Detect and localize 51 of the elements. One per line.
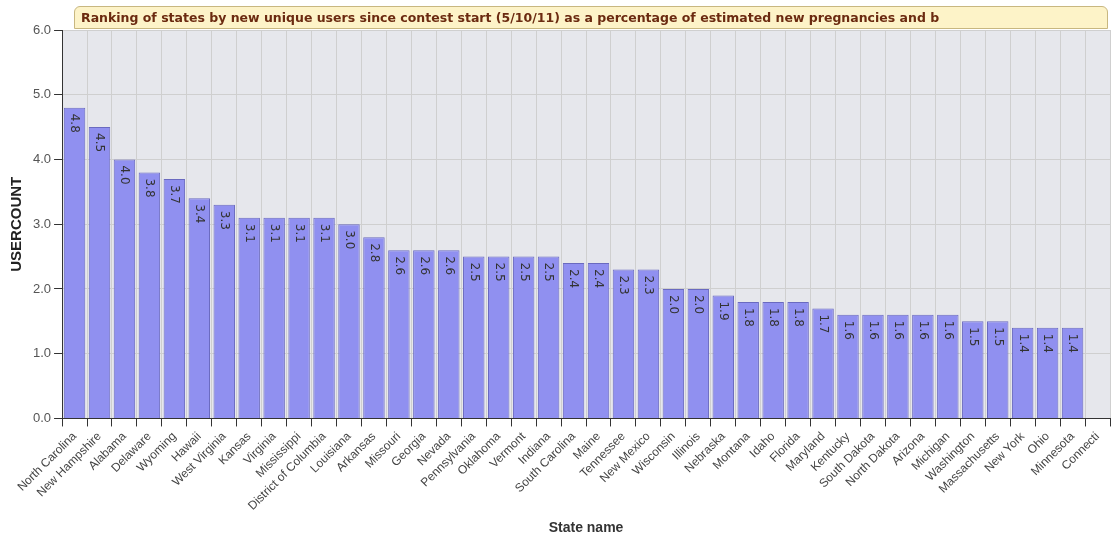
data-label: 1.8	[767, 307, 782, 328]
data-label: 3.1	[317, 223, 332, 243]
data-label: 1.4	[1016, 333, 1031, 353]
y-tick-label: 2.0	[32, 280, 52, 296]
data-label: 3.1	[268, 223, 283, 243]
data-label: 2.4	[592, 269, 607, 289]
data-label: 1.8	[791, 307, 806, 328]
data-label: 2.0	[692, 294, 707, 315]
data-label: 2.8	[367, 243, 382, 263]
data-label: 1.6	[941, 320, 956, 340]
data-label: 2.3	[617, 275, 632, 295]
data-label: 1.4	[1066, 333, 1081, 353]
y-tick-label: 5.0	[32, 86, 52, 102]
y-tick-label: 4.0	[32, 151, 52, 167]
data-label: 3.1	[292, 223, 307, 243]
data-label: 1.6	[916, 320, 931, 340]
data-label: 1.5	[966, 327, 981, 347]
data-label: 1.4	[1041, 333, 1056, 353]
y-tick-label: 1.0	[32, 345, 52, 361]
y-tick-label: 0.0	[32, 410, 52, 426]
data-label: 1.5	[991, 327, 1006, 347]
data-label: 3.0	[342, 230, 357, 250]
data-label: 1.6	[841, 320, 856, 340]
data-label: 4.0	[118, 165, 133, 185]
data-label: 2.5	[492, 262, 507, 282]
y-axis-title: USERCOUNT	[7, 176, 25, 272]
data-label: 3.8	[143, 178, 158, 198]
data-label: 1.6	[866, 320, 881, 340]
chart-title: Ranking of states by new unique users since contest start (5/10/11) as a percentage of estimated new pregnancies and b	[74, 6, 1108, 29]
data-label: 3.1	[243, 223, 258, 243]
y-tick-label: 3.0	[32, 215, 52, 231]
data-label: 2.0	[667, 294, 682, 315]
data-label: 1.6	[891, 320, 906, 340]
data-label: 1.9	[717, 301, 732, 321]
x-axis-title: State name	[548, 519, 624, 536]
data-label: 3.4	[193, 204, 208, 224]
data-label: 2.6	[417, 256, 432, 276]
data-label: 2.5	[467, 262, 482, 282]
data-label: 1.7	[816, 314, 831, 334]
y-tick-label: 6.0	[32, 21, 52, 37]
data-label: 1.8	[742, 307, 757, 328]
data-label: 2.6	[442, 256, 457, 276]
data-label: 4.8	[68, 113, 83, 133]
data-label: 2.3	[642, 275, 657, 295]
data-label: 2.5	[517, 262, 532, 282]
data-label: 2.5	[542, 262, 557, 282]
data-label: 4.5	[93, 133, 108, 153]
data-label: 2.4	[567, 269, 582, 289]
data-label: 3.3	[218, 210, 233, 230]
data-label: 3.7	[168, 184, 183, 204]
data-label: 2.6	[392, 256, 407, 276]
